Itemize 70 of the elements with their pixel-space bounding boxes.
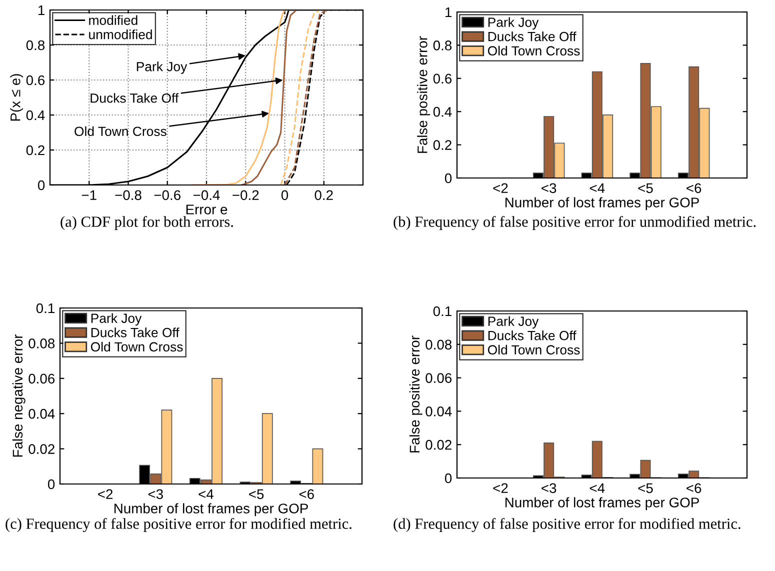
y-tick-label: 0.2: [26, 145, 44, 156]
x-tick-label: <5: [638, 183, 653, 194]
y-tick-label: 0.08: [28, 338, 55, 348]
x-tick-label: <4: [198, 489, 214, 499]
y-tick-label: 0.02: [28, 444, 54, 454]
text: (d) Frequency of false positive error for modified metric.: [394, 518, 740, 532]
x-tick-label: <5: [249, 489, 264, 500]
x-tick-label: −0.4: [193, 190, 220, 200]
x-tick-label: <4: [590, 483, 605, 493]
annotation: Ducks Take Off: [90, 93, 179, 103]
y-tick-label: 0.04: [28, 408, 55, 419]
x-tick-label: <5: [638, 483, 653, 494]
y-tick-label: 0.6: [433, 74, 452, 84]
x-tick-label: <2: [493, 483, 508, 493]
y-axis-title: False positive error: [409, 336, 422, 452]
y-axis-title: False positive error: [417, 36, 430, 153]
y-tick-label: 0: [444, 173, 452, 184]
y-tick-label: 0.2: [433, 140, 452, 150]
text: (c) Frequency of false positive error for modified metric.: [6, 518, 352, 532]
legend-label: unmodified: [89, 30, 152, 40]
x-tick-label: <3: [542, 483, 556, 494]
x-tick-label: <2: [493, 183, 508, 193]
x-axis-title: Number of lost frames per GOP: [506, 497, 699, 510]
y-tick-label: 0.1: [36, 303, 54, 314]
y-tick-label: 0.4: [433, 106, 452, 117]
legend-label: Ducks Take Off: [488, 32, 576, 42]
legend-label: Old Town Cross: [90, 342, 183, 352]
y-axis-title: False negative error: [12, 334, 26, 457]
x-tick-label: −0.8: [115, 190, 142, 200]
legend-label: Park Joy: [488, 316, 539, 329]
x-tick-label: −0.2: [232, 190, 259, 200]
y-tick-label: 1: [38, 5, 44, 16]
y-tick-label: 0.1: [433, 306, 452, 316]
x-axis-title: Number of lost frames per GOP: [506, 197, 699, 210]
legend-label: Ducks Take Off: [91, 328, 180, 338]
x-tick-label: −0.6: [154, 190, 180, 200]
annotation: Park Joy: [136, 62, 188, 74]
y-tick-label: 0: [444, 473, 452, 484]
legend-label: modified: [89, 15, 138, 25]
text: (a) CDF plot for both errors.: [60, 216, 233, 230]
y-tick-label: 0.02: [426, 440, 452, 450]
y-tick-label: 0.8: [26, 40, 45, 50]
legend-label: Ducks Take Off: [488, 330, 576, 340]
x-tick-label: 0.2: [314, 190, 333, 200]
x-axis-title: Error e: [186, 204, 228, 214]
x-tick-label: 0: [281, 190, 288, 200]
legend-label: Park Joy: [488, 17, 539, 30]
y-tick-label: 0.08: [426, 340, 452, 350]
text: (b) Frequency of false positive error for unmodified metric.: [394, 216, 756, 230]
y-tick-label: 0.06: [426, 373, 452, 383]
y-tick-label: 1: [445, 7, 452, 18]
legend-label: Old Town Cross: [488, 46, 580, 56]
x-tick-label: <2: [98, 489, 113, 499]
y-tick-label: 0.6: [26, 75, 45, 86]
x-tick-label: <3: [542, 183, 556, 194]
y-axis-title: P(x ≤ e): [10, 74, 24, 121]
annotation: Old Town Cross: [74, 126, 166, 136]
x-tick-label: <3: [148, 489, 163, 500]
y-tick-label: 0.4: [26, 110, 45, 120]
y-tick-label: 0.8: [433, 40, 452, 50]
x-tick-label: <6: [686, 183, 702, 194]
y-tick-label: 0.06: [28, 374, 55, 384]
x-tick-label: <6: [299, 489, 314, 500]
x-tick-label: <4: [590, 183, 605, 193]
y-tick-label: 0.04: [426, 406, 452, 416]
x-axis-title: Number of lost frames per GOP: [114, 503, 308, 516]
x-tick-label: <6: [686, 483, 702, 494]
x-tick-label: −1: [82, 190, 96, 200]
legend-label: Old Town Cross: [488, 344, 580, 355]
legend-label: Park Joy: [91, 313, 142, 326]
